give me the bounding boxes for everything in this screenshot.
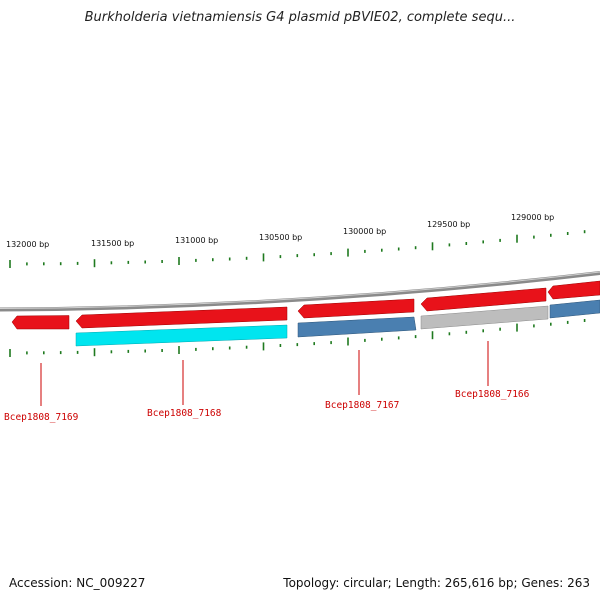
ruler-label: 129000 bp xyxy=(511,213,554,222)
gene-bcep1808-7167[interactable] xyxy=(297,316,417,338)
ruler-minor-ticks xyxy=(9,230,586,268)
ruler-label: 131500 bp xyxy=(91,239,134,248)
gene-label: Bcep1808_7166 xyxy=(455,389,530,400)
map-title: Burkholderia vietnamiensis G4 plasmid pB… xyxy=(84,10,516,25)
gene-label: Bcep1808_7169 xyxy=(4,412,79,423)
ruler: 132000 bp 131500 bp 131000 bp 130500 bp … xyxy=(6,213,586,268)
gene-label: Bcep1808_7167 xyxy=(325,400,399,411)
ruler-label: 131000 bp xyxy=(175,236,218,245)
accession-text: Accession: NC_009227 xyxy=(9,576,146,590)
ruler-label: 130000 bp xyxy=(343,227,386,236)
gene-bcep1808-7166[interactable] xyxy=(420,305,549,330)
gene-next-rev[interactable] xyxy=(549,299,600,319)
gene-bcep1808-7167-fwd[interactable] xyxy=(297,298,415,319)
gene-bcep1808-7168-fwd[interactable] xyxy=(75,306,288,329)
ruler-label: 130500 bp xyxy=(259,233,302,242)
backbone-highlight xyxy=(0,271,600,309)
topology-text: Topology: circular; Length: 265,616 bp; … xyxy=(283,576,590,590)
lower-ticks xyxy=(9,319,586,357)
backbone xyxy=(0,271,600,312)
gene-leaders xyxy=(40,341,489,406)
reverse-strand xyxy=(75,299,600,347)
gene-label: Bcep1808_7168 xyxy=(147,408,222,419)
gene-bcep1808-7168[interactable] xyxy=(75,324,288,347)
gene-bcep1808-7169[interactable] xyxy=(11,315,70,330)
gene-bcep1808-7166-fwd[interactable] xyxy=(420,287,547,312)
ruler-label: 129500 bp xyxy=(427,220,470,229)
forward-strand xyxy=(11,280,600,330)
ruler-label: 132000 bp xyxy=(6,240,49,249)
gene-next-fwd[interactable] xyxy=(547,280,600,300)
